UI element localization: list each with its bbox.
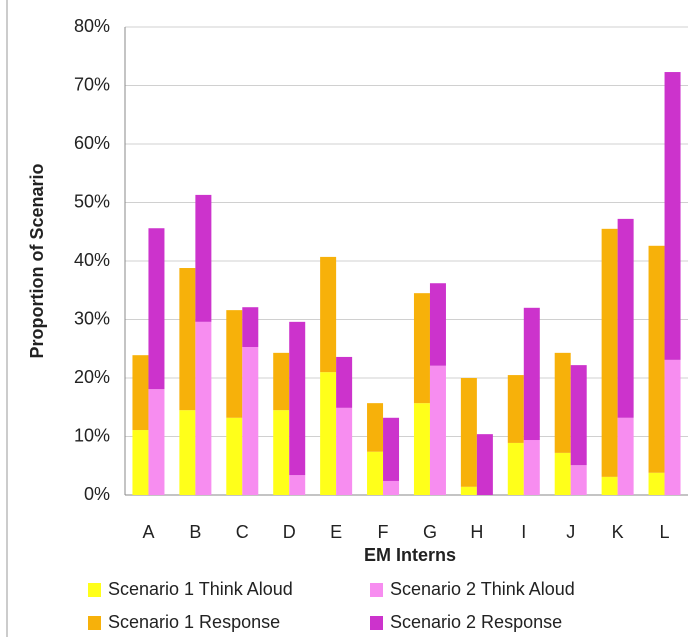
bar-segment [367,451,384,495]
bar-segment [601,228,618,477]
bar-segment [648,245,665,473]
bar-segment [179,268,196,411]
x-tick-label: G [423,522,437,542]
legend-swatch [370,616,383,630]
legend-swatch [370,583,383,597]
bar-segment [273,410,290,495]
legend-label: Scenario 1 Think Aloud [108,579,293,599]
bar-segment [273,352,290,411]
y-tick-label: 0% [84,484,110,504]
bar-segment [413,293,430,404]
bar-segment [664,359,681,495]
x-tick-label: B [189,522,201,542]
x-tick-label: K [612,522,624,542]
bar-segment [242,346,259,495]
bar-segment [570,465,587,495]
bar-segment [523,440,540,495]
y-tick-label: 10% [74,425,110,445]
bar-segment [195,194,212,322]
bar-segment [148,389,165,495]
bar-segment [554,352,571,453]
bar-segment [336,407,353,495]
bar-segment [460,378,477,487]
bar-segment [664,72,681,360]
bar-segment [570,365,587,466]
x-tick-label: D [283,522,296,542]
bar-segment [242,307,259,347]
x-tick-label: E [330,522,342,542]
bar-segment [617,417,634,495]
x-tick-label: A [142,522,154,542]
bar-segment [523,307,540,441]
bar-segment [476,434,493,495]
bar-segment [320,256,337,373]
y-tick-label: 50% [74,191,110,211]
bar-segment [460,486,477,495]
bar-segment [226,417,243,495]
x-tick-label: I [521,522,526,542]
y-tick-label: 40% [74,250,110,270]
bar-segment [320,372,337,495]
bar-segment [429,365,446,495]
bar-segment [507,442,524,495]
legend-swatch [88,583,101,597]
bar-segment [148,228,165,390]
bar-segment [226,310,243,418]
legend-label: Scenario 1 Response [108,612,280,632]
bar-segment [507,375,524,443]
bar-segment [383,417,400,481]
x-axis-title: EM Interns [364,545,456,565]
y-tick-label: 20% [74,367,110,387]
bar-segment [601,476,618,495]
legend-label: Scenario 2 Think Aloud [390,579,575,599]
x-tick-label: F [378,522,389,542]
y-tick-label: 30% [74,308,110,328]
y-tick-label: 60% [74,133,110,153]
x-tick-label: C [236,522,249,542]
x-tick-label: H [470,522,483,542]
legend-swatch [88,616,101,630]
bar-segment [429,283,446,366]
bar-segment [289,475,306,495]
bar-segment [383,480,400,495]
y-tick-label: 70% [74,74,110,94]
bar-segment [195,321,212,495]
bar-segment [132,430,149,495]
bar-segment [179,410,196,495]
bar-segment [336,356,353,408]
x-tick-label: L [660,522,670,542]
legend-label: Scenario 2 Response [390,612,562,632]
bar-segment [367,403,384,452]
y-tick-label: 80% [74,16,110,36]
bar-segment [554,452,571,495]
bar-segment [648,472,665,495]
bar-segment [132,355,149,431]
y-axis-title: Proportion of Scenario [27,163,47,358]
x-tick-label: J [566,522,575,542]
bar-segment [617,218,634,418]
bar-segment [413,403,430,495]
bar-segment [289,321,306,476]
